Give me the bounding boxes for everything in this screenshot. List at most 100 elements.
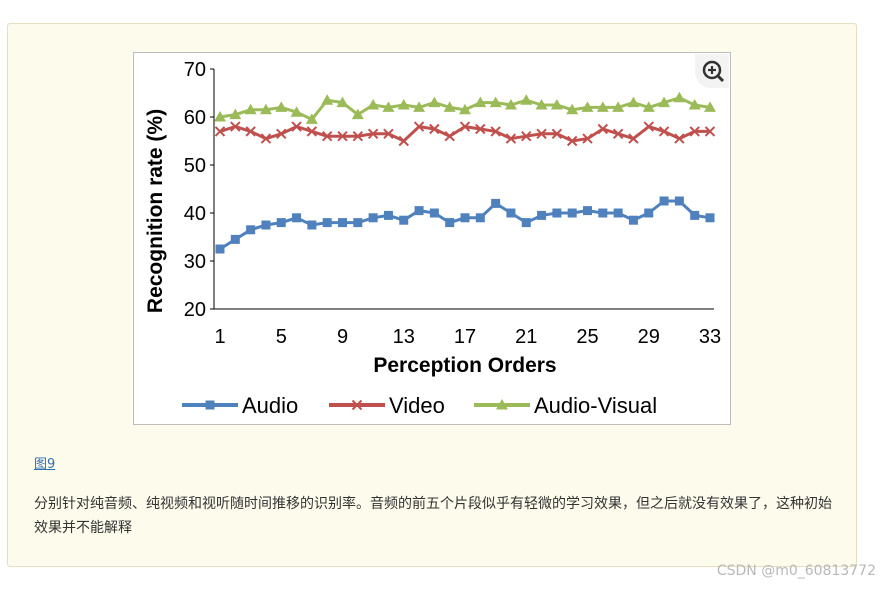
data-point-video [214, 126, 226, 137]
data-point-audio [491, 198, 501, 208]
series-line-audio [219, 199, 711, 251]
data-point-video [521, 130, 532, 142]
data-point-audio [659, 196, 669, 206]
data-point-audio [521, 218, 531, 228]
data-point-audio [674, 196, 684, 206]
data-point-audio-visual [612, 101, 625, 112]
legend-label-audio-visual: Audio-Visual [534, 393, 657, 418]
legend-label-audio: Audio [242, 393, 298, 418]
data-point-audio [705, 213, 715, 223]
data-point-video [475, 123, 486, 135]
data-point-audio-visual [658, 96, 671, 108]
data-point-video [643, 121, 654, 132]
data-point-audio [552, 208, 562, 218]
figure-link[interactable]: 图9 [34, 457, 56, 472]
y-tick-label: 20 [184, 299, 206, 321]
data-point-audio [475, 213, 485, 223]
data-point-audio [322, 218, 332, 228]
data-point-video [429, 123, 440, 135]
data-point-video [551, 128, 563, 140]
data-point-audio-visual [520, 94, 533, 105]
data-point-audio-visual [489, 96, 502, 108]
data-point-video [658, 126, 670, 137]
x-tick-label: 13 [393, 326, 415, 348]
figure-caption: 分别针对纯音频、纯视频和视听随时间推移的识别率。音频的前五个片段似乎有轻微的学习… [34, 496, 832, 536]
data-point-video [367, 128, 379, 140]
data-point-audio [506, 208, 516, 218]
legend-item-video: Video [329, 393, 445, 418]
data-point-audio-visual [367, 99, 380, 110]
data-point-audio-visual [673, 91, 686, 103]
data-point-audio-visual [535, 99, 548, 110]
data-point-video [291, 121, 302, 132]
data-point-video [398, 135, 409, 147]
data-point-audio [583, 206, 592, 216]
zoom-button[interactable] [695, 54, 729, 88]
legend-item-audio-visual: Audio-Visual [474, 393, 657, 418]
data-point-video [260, 133, 272, 144]
series-audio-visual [214, 91, 716, 124]
data-point-video [413, 121, 425, 132]
data-point-video [276, 128, 287, 140]
data-point-audio [644, 208, 654, 218]
data-point-audio [399, 215, 409, 225]
data-point-audio-visual [413, 101, 426, 112]
data-point-audio [307, 220, 317, 230]
chart-figure: 20 30 40 50 60 70 1 5 9 13 17 21 25 29 33 Recognition… [133, 52, 731, 425]
data-point-video [566, 135, 578, 147]
data-point-video [628, 133, 639, 144]
data-point-audio [292, 213, 302, 223]
data-point-audio [460, 213, 470, 223]
zoom-in-icon [702, 60, 725, 83]
data-point-audio-visual [550, 99, 563, 110]
y-tick-labels: 20 30 40 50 60 70 [184, 59, 206, 321]
x-tick-label: 25 [576, 326, 598, 348]
x-tick-label: 1 [214, 326, 225, 348]
data-point-audio [368, 213, 378, 223]
data-point-audio-visual [351, 108, 364, 120]
data-point-video [459, 121, 471, 132]
chart-legend: Audio Video Audio-Visual [182, 393, 657, 418]
legend-marker-audio-visual [496, 399, 508, 410]
series-group [214, 91, 716, 254]
data-point-audio [215, 244, 225, 254]
data-point-audio-visual [259, 103, 272, 115]
y-axis-label: Recognition rate (%) [144, 109, 167, 313]
data-point-audio-visual [581, 101, 594, 112]
data-point-audio-visual [290, 106, 303, 117]
data-point-audio-visual [474, 96, 487, 108]
data-point-video [597, 123, 609, 135]
data-point-audio [338, 218, 347, 228]
data-point-audio-visual [382, 101, 395, 112]
data-point-video [352, 130, 364, 142]
legend-marker-video [351, 399, 363, 411]
x-tick-labels: 1 5 9 13 17 21 25 29 33 [214, 326, 721, 348]
x-tick-label: 21 [515, 326, 537, 348]
data-point-audio-visual [321, 94, 334, 105]
data-point-audio [567, 208, 577, 218]
data-point-audio [246, 225, 256, 235]
y-tick-label: 60 [184, 107, 206, 129]
data-point-video [383, 128, 394, 140]
data-point-audio-visual [244, 103, 257, 115]
data-point-audio [353, 218, 363, 228]
y-tick-label: 50 [184, 155, 206, 177]
data-point-video [230, 121, 241, 132]
x-tick-label: 5 [276, 326, 287, 348]
watermark: CSDN @m0_60813772 [716, 563, 876, 579]
data-point-audio-visual [305, 113, 318, 124]
data-point-audio-visual [336, 96, 349, 108]
data-point-audio-visual [214, 111, 226, 122]
data-point-audio [383, 210, 393, 220]
data-point-audio-visual [229, 108, 242, 120]
data-point-video [704, 126, 716, 137]
x-tick-label: 29 [638, 326, 660, 348]
data-point-audio [429, 208, 439, 218]
data-point-audio [261, 220, 271, 230]
data-point-audio-visual [397, 99, 410, 110]
data-point-audio [276, 218, 286, 228]
data-point-audio-visual [596, 101, 609, 112]
x-tick-label: 33 [699, 326, 721, 348]
data-point-audio-visual [642, 101, 655, 112]
data-point-audio [230, 234, 240, 244]
